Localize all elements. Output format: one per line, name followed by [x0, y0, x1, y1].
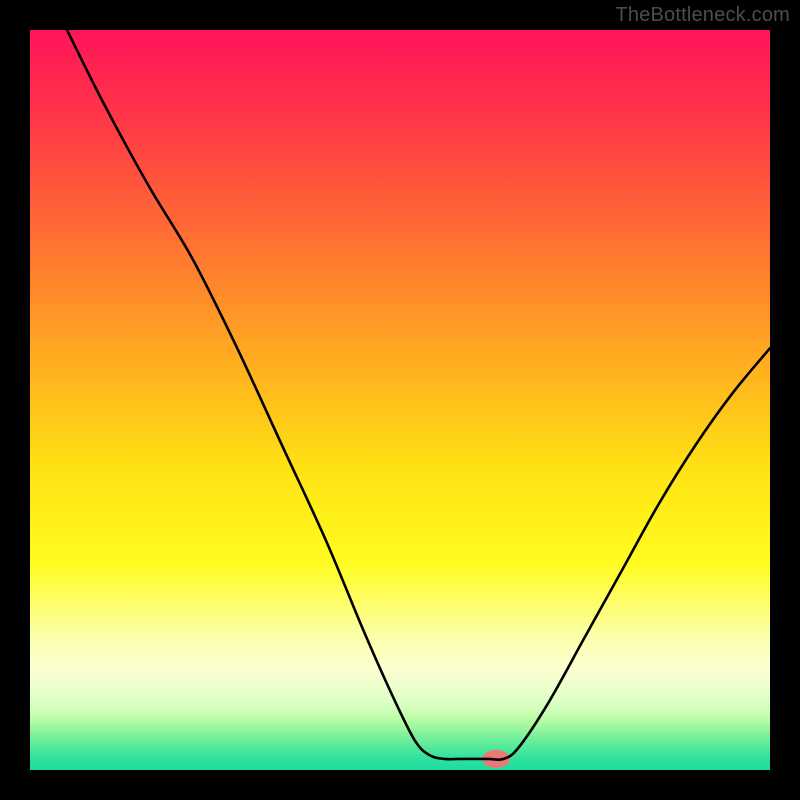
- bottleneck-chart: [0, 0, 800, 800]
- chart-container: TheBottleneck.com: [0, 0, 800, 800]
- watermark-label: TheBottleneck.com: [615, 4, 790, 27]
- plot-background: [30, 30, 770, 770]
